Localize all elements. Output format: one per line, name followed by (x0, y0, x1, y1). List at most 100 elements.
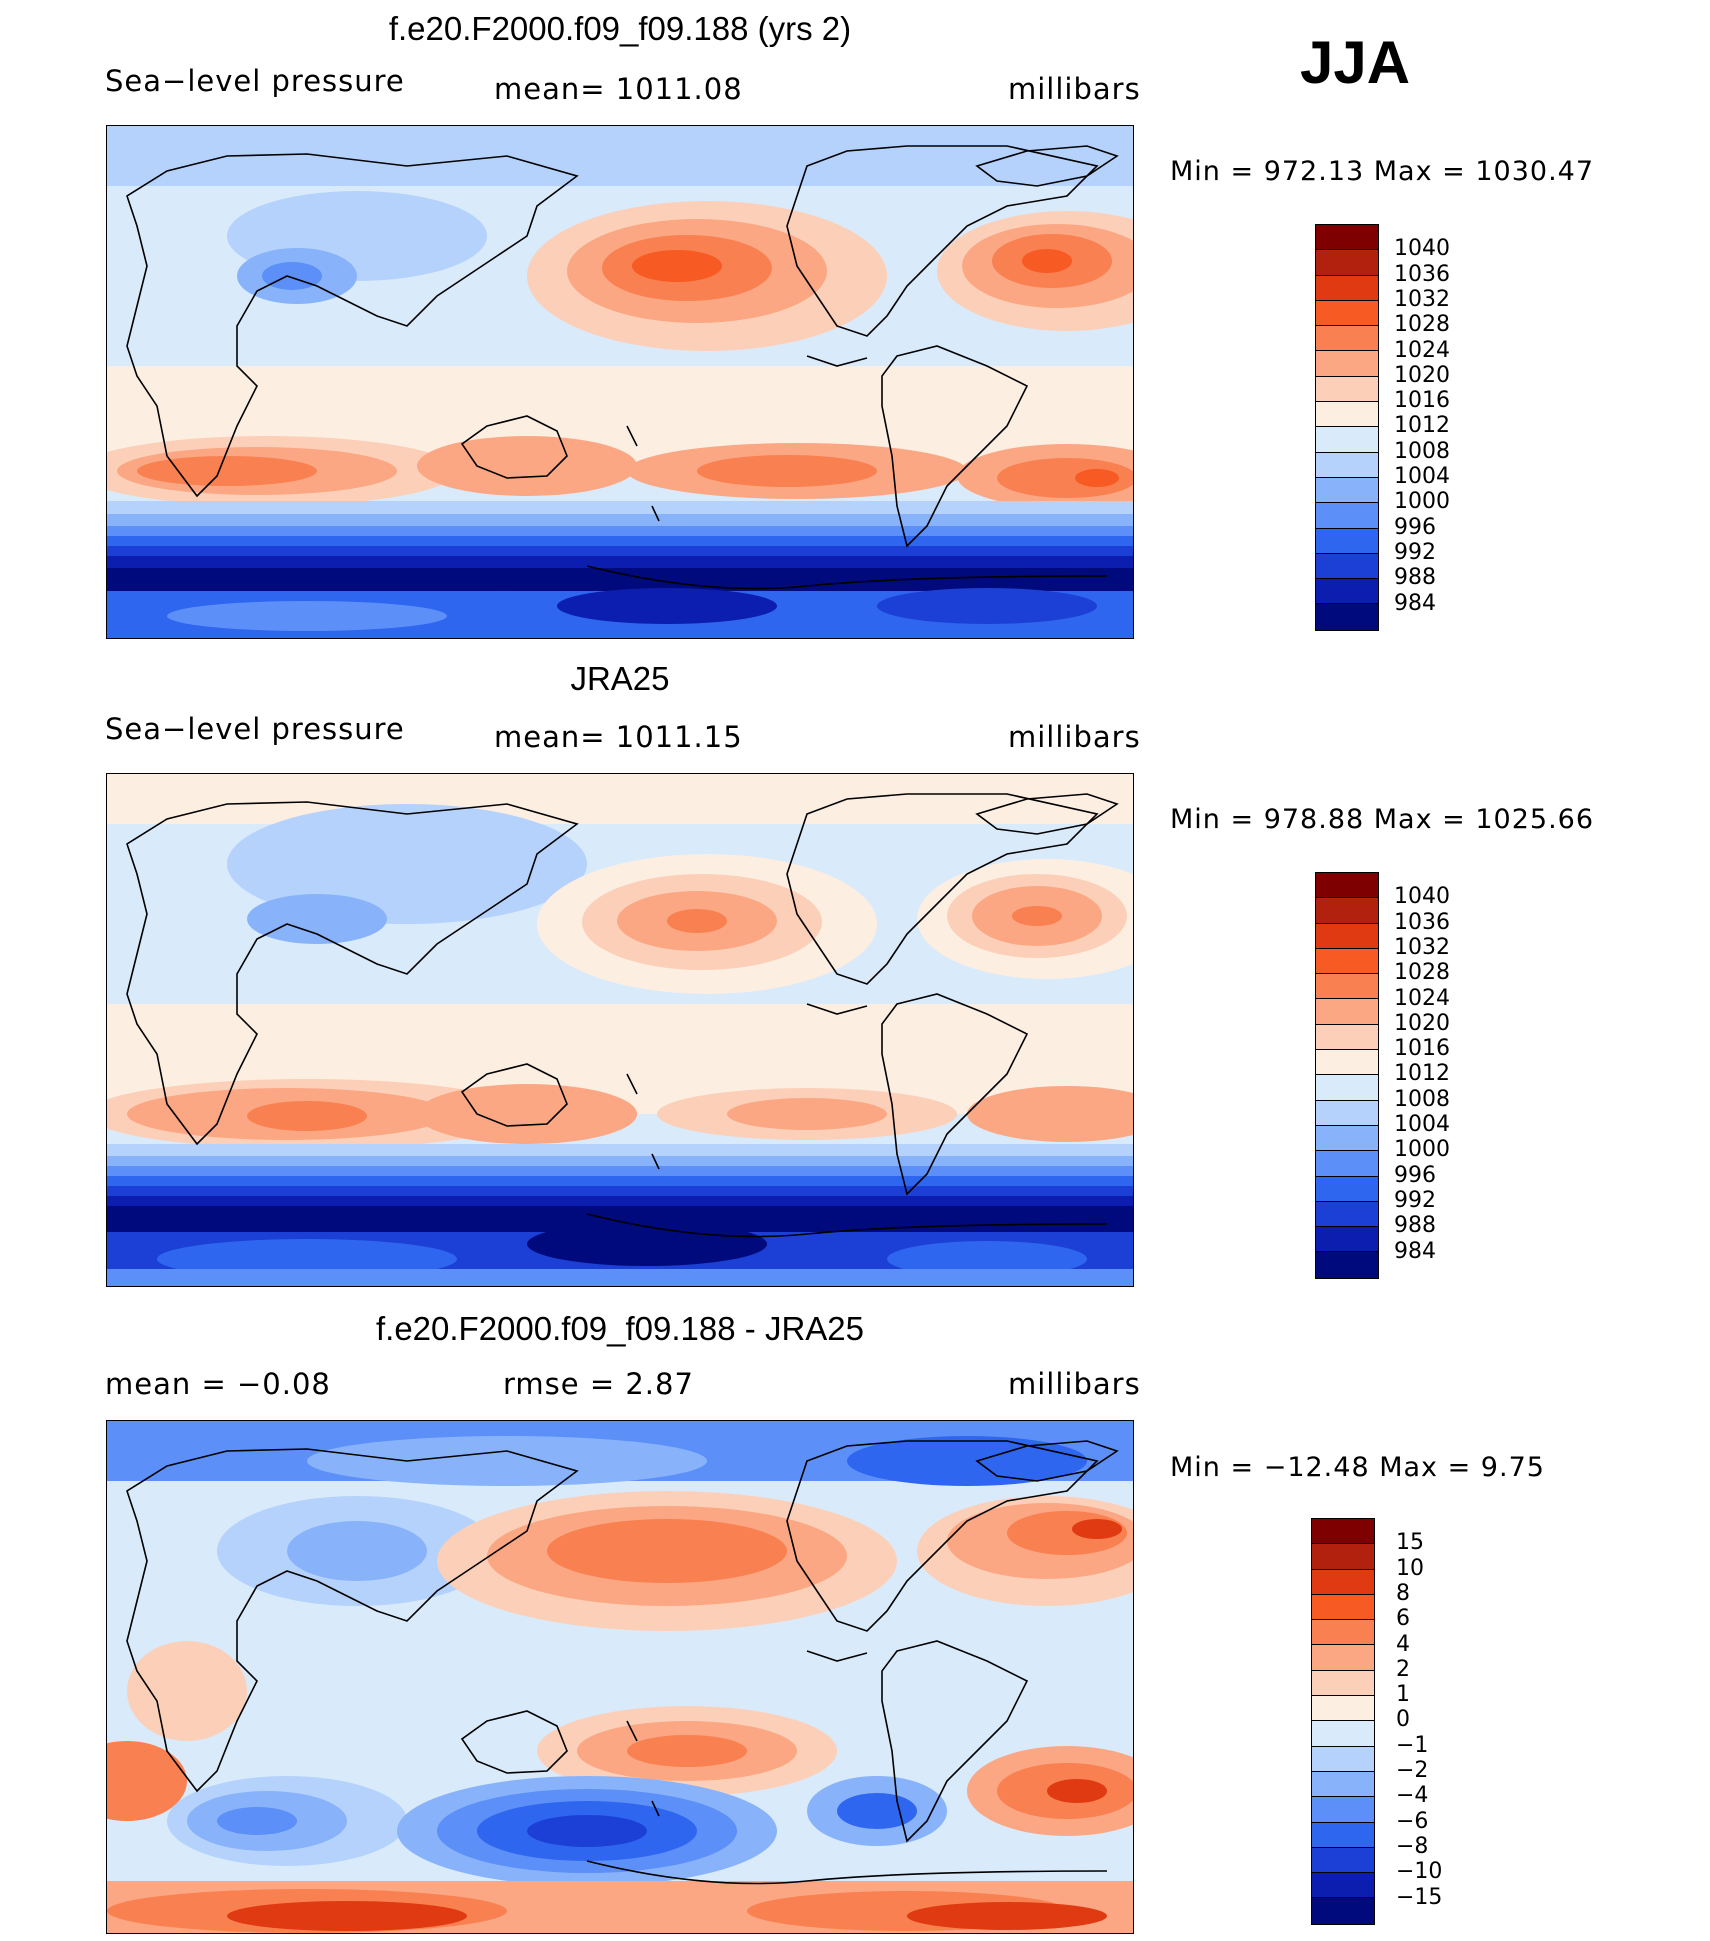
colorbar-tick-label: 2 (1396, 1656, 1410, 1682)
colorbar-tick-label: 8 (1396, 1580, 1410, 1606)
panel-3-units-label: millibars (1008, 1367, 1141, 1401)
colorbar-swatch (1316, 974, 1378, 1000)
colorbar-swatch (1312, 1771, 1374, 1798)
colorbar-tick-label: 1012 (1394, 1061, 1450, 1087)
colorbar-swatch (1312, 1569, 1374, 1595)
panel-2-minmax: Min = 978.88 Max = 1025.66 (1170, 804, 1595, 835)
colorbar-tick-label: 15 (1396, 1530, 1424, 1556)
panel-1-map (106, 125, 1134, 639)
colorbar-tick-label: 1024 (1394, 985, 1450, 1011)
colorbar-swatch (1316, 1201, 1378, 1228)
colorbar-swatch (1312, 1822, 1374, 1848)
colorbar-tick-label: 1008 (1394, 438, 1450, 464)
colorbar-tick-label: 1028 (1394, 960, 1450, 986)
colorbar-swatch (1312, 1620, 1374, 1646)
colorbar-tick-label: 1008 (1394, 1086, 1450, 1112)
colorbar-swatch (1316, 579, 1378, 605)
colorbar-swatch (1316, 873, 1378, 899)
panel-2-variable-label: Sea−level pressure (105, 712, 405, 746)
colorbar-tick-label: 988 (1394, 1213, 1436, 1239)
colorbar-tick-label: 1004 (1394, 1112, 1450, 1137)
colorbar-swatch (1316, 275, 1378, 301)
colorbar-swatch (1312, 1873, 1374, 1899)
colorbar-tick-label: 1040 (1394, 236, 1450, 262)
colorbar-tick-label: 10 (1396, 1555, 1424, 1581)
colorbar-swatch (1312, 1721, 1374, 1747)
panel-1-minmax: Min = 972.13 Max = 1030.47 (1170, 156, 1595, 187)
colorbar-swatch (1316, 376, 1378, 403)
colorbar-swatch (1316, 1252, 1378, 1278)
colorbar-tick-label: 984 (1394, 1238, 1436, 1264)
colorbar-swatch (1316, 1125, 1378, 1152)
colorbar-tick-label: 996 (1394, 514, 1436, 540)
colorbar-swatch (1316, 948, 1378, 975)
colorbar-swatch (1316, 477, 1378, 504)
colorbar-tick-label: 1024 (1394, 337, 1450, 363)
colorbar-swatch (1316, 300, 1378, 327)
colorbar-tick-label: 1016 (1394, 388, 1450, 414)
colorbar-tick-label: −10 (1396, 1859, 1443, 1885)
colorbar-tick-label: 1036 (1394, 909, 1450, 935)
colorbar-swatch (1316, 528, 1378, 554)
colorbar-swatch (1316, 1176, 1378, 1202)
colorbar-tick-label: 1036 (1394, 261, 1450, 287)
colorbar-swatch (1312, 1898, 1374, 1924)
colorbar-tick-label: 1004 (1394, 464, 1450, 489)
panel-3-mean-label: mean = −0.08 (105, 1367, 331, 1401)
colorbar-tick-label: 1012 (1394, 413, 1450, 439)
panel-1-mean-label: mean= 1011.08 (494, 72, 743, 106)
colorbar-tick-label: 1 (1396, 1682, 1410, 1708)
colorbar-tick-label: 1032 (1394, 286, 1450, 312)
colorbar-swatch (1316, 923, 1378, 949)
panel-1-colorbar (1315, 224, 1379, 631)
panel-3-rmse-label: rmse = 2.87 (503, 1367, 694, 1401)
colorbar-tick-label: 996 (1394, 1162, 1436, 1188)
colorbar-swatch (1316, 999, 1378, 1025)
colorbar-swatch (1316, 402, 1378, 428)
colorbar-swatch (1312, 1696, 1374, 1722)
panel-1-title: f.e20.F2000.f09_f09.188 (yrs 2) (388, 10, 852, 47)
colorbar-tick-label: 6 (1396, 1606, 1410, 1632)
colorbar-swatch (1312, 1645, 1374, 1671)
colorbar-swatch (1316, 427, 1378, 453)
panel-3-title: f.e20.F2000.f09_f09.188 - JRA25 (375, 1310, 864, 1347)
colorbar-swatch (1316, 452, 1378, 478)
colorbar-swatch (1316, 326, 1378, 352)
colorbar-tick-label: −15 (1396, 1884, 1443, 1910)
panel-3-map (106, 1420, 1134, 1934)
panel-3-minmax: Min = −12.48 Max = 9.75 (1170, 1452, 1545, 1483)
colorbar-tick-label: −1 (1396, 1732, 1429, 1758)
panel-1-units-label: millibars (1008, 72, 1141, 106)
colorbar-tick-label: 0 (1396, 1707, 1410, 1733)
colorbar-swatch (1316, 604, 1378, 630)
colorbar-swatch (1316, 1151, 1378, 1177)
colorbar-swatch (1316, 1075, 1378, 1101)
colorbar-swatch (1316, 225, 1378, 251)
colorbar-tick-label: 992 (1394, 1187, 1436, 1213)
colorbar-swatch (1316, 503, 1378, 529)
colorbar-tick-label: −8 (1396, 1833, 1429, 1859)
colorbar-tick-label: 1028 (1394, 312, 1450, 338)
colorbar-swatch (1316, 351, 1378, 377)
panel-1-variable-label: Sea−level pressure (105, 64, 405, 98)
colorbar-tick-label: 984 (1394, 590, 1436, 616)
colorbar-tick-label: 1016 (1394, 1036, 1450, 1062)
colorbar-swatch (1312, 1519, 1374, 1545)
colorbar-swatch (1316, 898, 1378, 924)
panel-2-colorbar (1315, 872, 1379, 1279)
colorbar-tick-label: 1020 (1394, 1010, 1450, 1036)
panel-2-map (106, 773, 1134, 1287)
colorbar-tick-label: 1020 (1394, 362, 1450, 388)
panel-2-title: JRA25 (570, 660, 670, 697)
colorbar-tick-label: 1000 (1394, 1137, 1450, 1163)
colorbar-swatch (1312, 1847, 1374, 1874)
colorbar-tick-label: 988 (1394, 565, 1436, 591)
colorbar-swatch (1312, 1746, 1374, 1772)
colorbar-tick-label: 1032 (1394, 934, 1450, 960)
colorbar-tick-label: 4 (1396, 1631, 1410, 1657)
colorbar-tick-label: 1000 (1394, 489, 1450, 515)
colorbar-swatch (1316, 1050, 1378, 1076)
colorbar-tick-label: 992 (1394, 539, 1436, 565)
colorbar-swatch (1312, 1797, 1374, 1823)
season-label: JJA (1300, 29, 1411, 96)
